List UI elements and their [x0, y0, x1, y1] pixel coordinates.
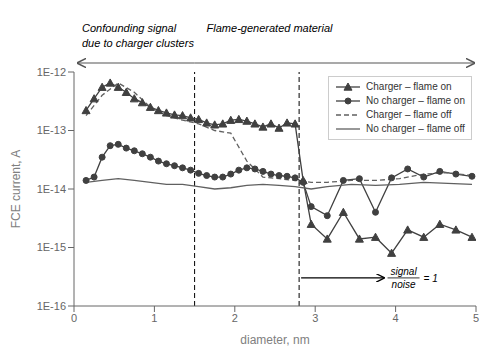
svg-text:1: 1 [151, 312, 157, 324]
svg-text:1E-15: 1E-15 [37, 241, 66, 253]
svg-text:due to charger clusters: due to charger clusters [82, 37, 194, 49]
html-text:No charger – flame on: No charger – flame on [366, 95, 465, 106]
svg-text:Confounding signal: Confounding signal [82, 22, 177, 34]
svg-text:1E-16: 1E-16 [37, 300, 66, 312]
html-text:Charger – flame on: Charger – flame on [366, 81, 452, 92]
svg-text:2: 2 [232, 312, 238, 324]
svg-text:= 1: = 1 [424, 273, 438, 284]
svg-text:signal: signal [390, 266, 417, 277]
html-text:No charger – flame off: No charger – flame off [366, 123, 465, 134]
svg-text:FCE current, A: FCE current, A [9, 150, 23, 229]
svg-text:Flame-generated material: Flame-generated material [207, 22, 334, 34]
svg-text:1E-14: 1E-14 [37, 183, 66, 195]
svg-text:diameter, nm: diameter, nm [240, 333, 309, 347]
svg-text:0: 0 [71, 312, 77, 324]
svg-text:1E-13: 1E-13 [37, 124, 66, 136]
svg-text:5: 5 [473, 312, 479, 324]
html-text:Charger – flame off: Charger – flame off [366, 109, 452, 120]
svg-text:3: 3 [312, 312, 318, 324]
svg-text:1E-12: 1E-12 [37, 66, 66, 78]
svg-text:noise: noise [392, 279, 416, 290]
svg-text:4: 4 [393, 312, 399, 324]
